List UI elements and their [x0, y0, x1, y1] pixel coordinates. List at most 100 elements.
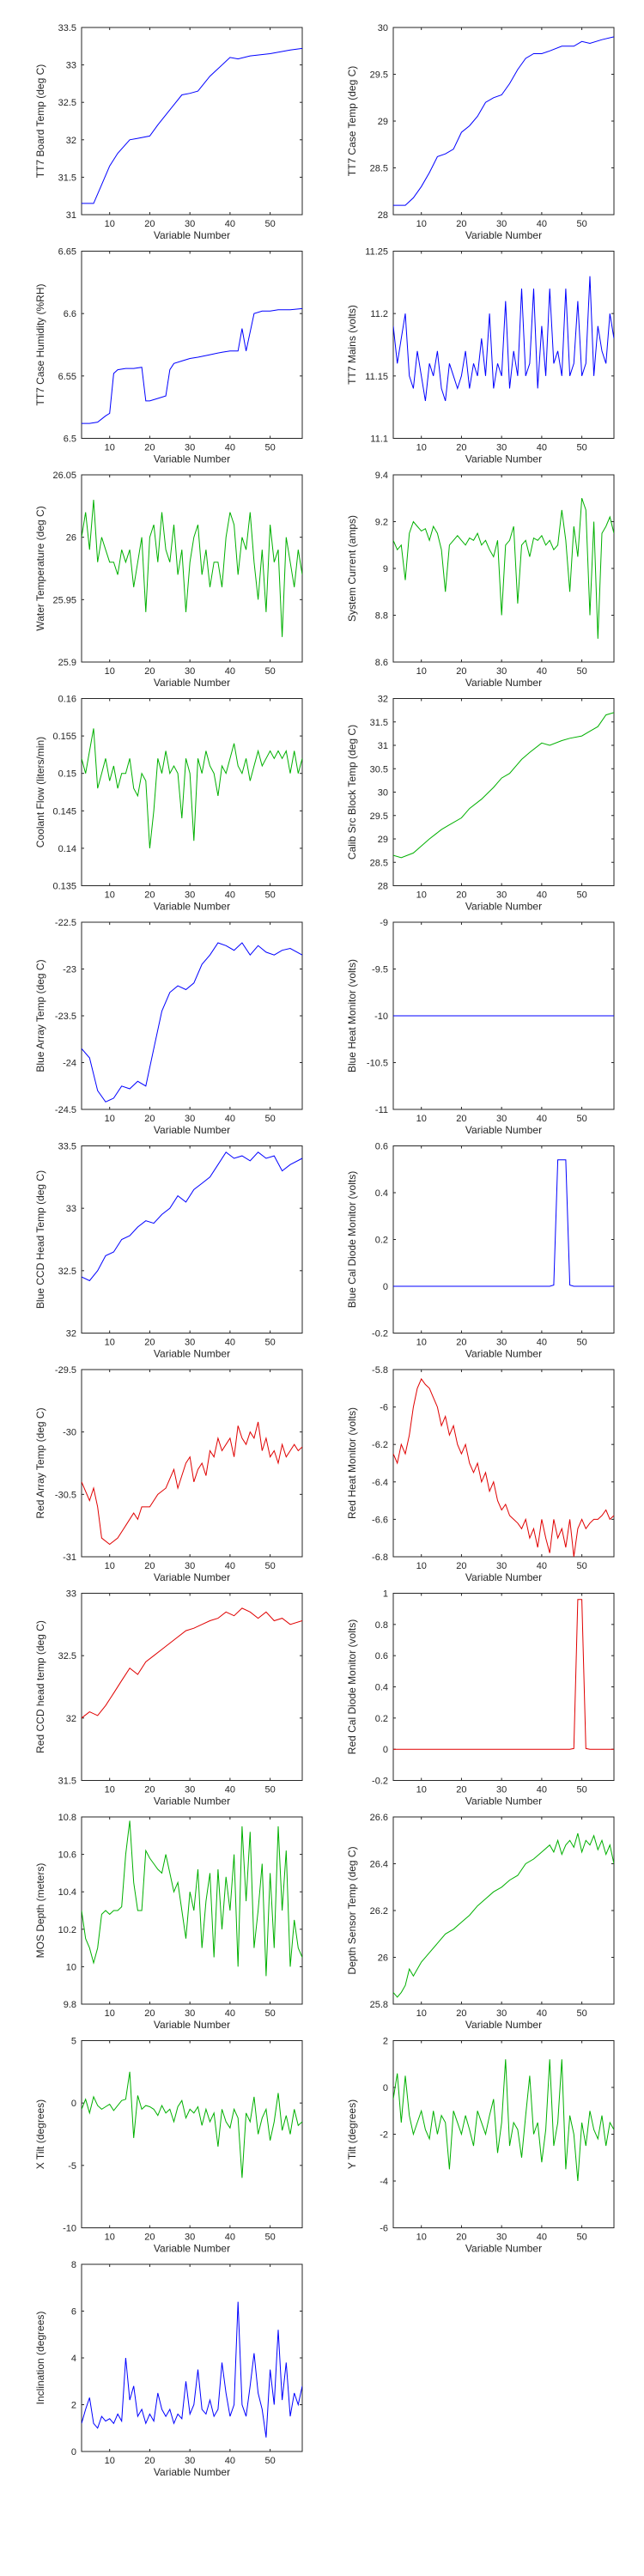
x-tick-label: 30 [185, 2008, 195, 2019]
y-axis-label: Blue Array Temp (deg C) [34, 959, 46, 1072]
y-tick-label: 11.1 [370, 434, 388, 445]
x-tick-label: 50 [576, 1114, 586, 1124]
x-tick-label: 30 [496, 1561, 507, 1571]
y-tick-label: 28.5 [370, 858, 388, 868]
series-line [82, 1421, 302, 1546]
x-tick-label: 50 [264, 1114, 275, 1124]
chart-blue-heat-monitor: 10 20 30 40 50 -11 -10.5 -10 -9.5 -9 Variable Numb… [346, 918, 615, 1136]
x-tick-label: 50 [576, 890, 586, 901]
series-line [82, 728, 302, 848]
series-line [82, 500, 302, 637]
x-tick-label: 30 [185, 890, 195, 901]
chart-tt7-case-humidity: 10 20 30 40 50 6.5 6.55 6.6 6.65 Variable Number T… [34, 247, 303, 465]
x-axis-label: Variable Number [154, 1795, 230, 1807]
x-axis-label: Variable Number [154, 2019, 230, 2031]
y-tick-label: 29.5 [370, 811, 388, 822]
x-tick-label: 20 [456, 890, 466, 901]
x-tick-label: 40 [225, 666, 235, 677]
series-line [393, 1832, 614, 1998]
y-tick-label: 0.6 [375, 1142, 388, 1152]
y-tick-label: 6 [71, 2307, 76, 2318]
x-tick-label: 40 [537, 1338, 547, 1348]
chart-red-cal-diode-monitor: 10 20 30 40 50 -0.2 0 0.2 0.4 0.6 0.8 1 Variable Num… [346, 1589, 615, 1807]
y-tick-label: 33 [66, 1589, 76, 1600]
y-tick-label: 26.05 [52, 471, 76, 481]
y-tick-label: -11 [375, 1105, 388, 1115]
y-tick-label: 0.2 [375, 1236, 388, 1246]
y-tick-label: -10 [374, 1012, 388, 1022]
x-tick-label: 30 [496, 666, 507, 677]
x-axis-label: Variable Number [465, 1124, 542, 1136]
x-tick-label: 30 [496, 890, 507, 901]
y-tick-label: 0 [71, 2099, 76, 2109]
chart-red-ccd-head-temp: 10 20 30 40 50 31.5 32 32.5 33 Variable Number Red… [34, 1589, 303, 1807]
x-tick-label: 10 [105, 890, 115, 901]
y-tick-label: 32.5 [58, 98, 76, 108]
x-axis-label: Variable Number [465, 229, 542, 241]
x-tick-label: 40 [537, 2233, 547, 2243]
y-tick-label: 6.55 [58, 372, 76, 382]
y-tick-label: -6.4 [372, 1478, 388, 1488]
y-tick-label: 11.15 [365, 372, 388, 382]
y-tick-label: 0.155 [52, 732, 76, 742]
series-line [393, 1159, 614, 1287]
y-tick-label: 29 [378, 835, 388, 845]
chart-red-heat-monitor: 10 20 30 40 50 -6.8 -6.6 -6.4 -6.2 -6 -5.8 Variable… [346, 1365, 615, 1583]
x-tick-label: 10 [105, 1338, 115, 1348]
y-tick-label: -24 [63, 1059, 76, 1069]
series-line [393, 498, 614, 639]
chart-blue-cal-diode-monitor: 10 20 30 40 50 -0.2 0 0.2 0.4 0.6 Variable Number B… [346, 1142, 615, 1360]
y-tick-label: -6.8 [372, 1552, 388, 1563]
y-tick-label: 32 [66, 1714, 76, 1724]
y-axis-label: Water Temperature (deg C) [34, 506, 46, 630]
series-line [82, 1607, 302, 1719]
y-axis-label: TT7 Case Temp (deg C) [346, 66, 358, 177]
series-line [393, 2059, 614, 2182]
y-axis-label: X Tilt (degrees) [34, 2099, 46, 2169]
y-tick-label: 0.8 [375, 1620, 388, 1631]
x-tick-label: 40 [225, 2456, 235, 2466]
x-axis-label: Variable Number [465, 1348, 542, 1360]
x-axis-label: Variable Number [465, 2019, 542, 2031]
x-axis-label: Variable Number [154, 2243, 230, 2255]
x-tick-label: 50 [264, 1338, 275, 1348]
series-line [82, 1820, 302, 1977]
y-tick-label: 0.15 [58, 769, 76, 780]
y-tick-label: 0.145 [52, 806, 76, 817]
y-tick-label: 0 [71, 2447, 76, 2458]
y-axis-label: Depth Sensor Temp (deg C) [346, 1846, 358, 1974]
y-axis-label: Coolant Flow (liters/min) [34, 737, 46, 848]
y-axis-label: Red Array Temp (deg C) [34, 1407, 46, 1518]
y-tick-label: 31.5 [370, 718, 388, 728]
x-tick-label: 10 [416, 1561, 427, 1571]
x-tick-label: 50 [576, 2008, 586, 2019]
y-tick-label: 29 [378, 117, 388, 127]
x-tick-label: 20 [456, 1338, 466, 1348]
y-tick-label: -23 [63, 965, 76, 975]
y-tick-label: -31 [63, 1552, 76, 1563]
y-tick-label: 9.2 [375, 518, 388, 528]
y-tick-label: 9.8 [64, 2000, 76, 2010]
series-line [82, 307, 302, 424]
y-tick-label: -30 [63, 1428, 76, 1438]
y-tick-label: -6 [380, 2224, 388, 2234]
x-tick-label: 10 [105, 1561, 115, 1571]
chart-blue-ccd-head-temp: 10 20 30 40 50 32 32.5 33 33.5 Variable Number Blu… [34, 1142, 303, 1360]
y-tick-label: 11.2 [370, 309, 388, 319]
plot-frame [81, 1145, 303, 1334]
x-tick-label: 50 [576, 1338, 586, 1348]
x-tick-label: 50 [264, 219, 275, 229]
chart-system-current: 10 20 30 40 50 8.6 8.8 9 9.2 9.4 Variable Number Sy… [346, 471, 615, 689]
x-tick-label: 50 [576, 443, 586, 453]
y-tick-label: -22.5 [55, 918, 76, 928]
x-tick-label: 40 [537, 443, 547, 453]
series-line [393, 712, 614, 859]
plot-frame [392, 251, 615, 439]
chart-tt7-mains: 10 20 30 40 50 11.1 11.15 11.2 11.25 Variable Num… [346, 247, 615, 465]
y-tick-label: 32 [66, 136, 76, 146]
plot-frame [81, 1369, 303, 1558]
y-axis-label: Red Cal Diode Monitor (volts) [346, 1619, 358, 1754]
x-tick-label: 40 [537, 219, 547, 229]
y-tick-label: 31.5 [58, 1777, 76, 1787]
